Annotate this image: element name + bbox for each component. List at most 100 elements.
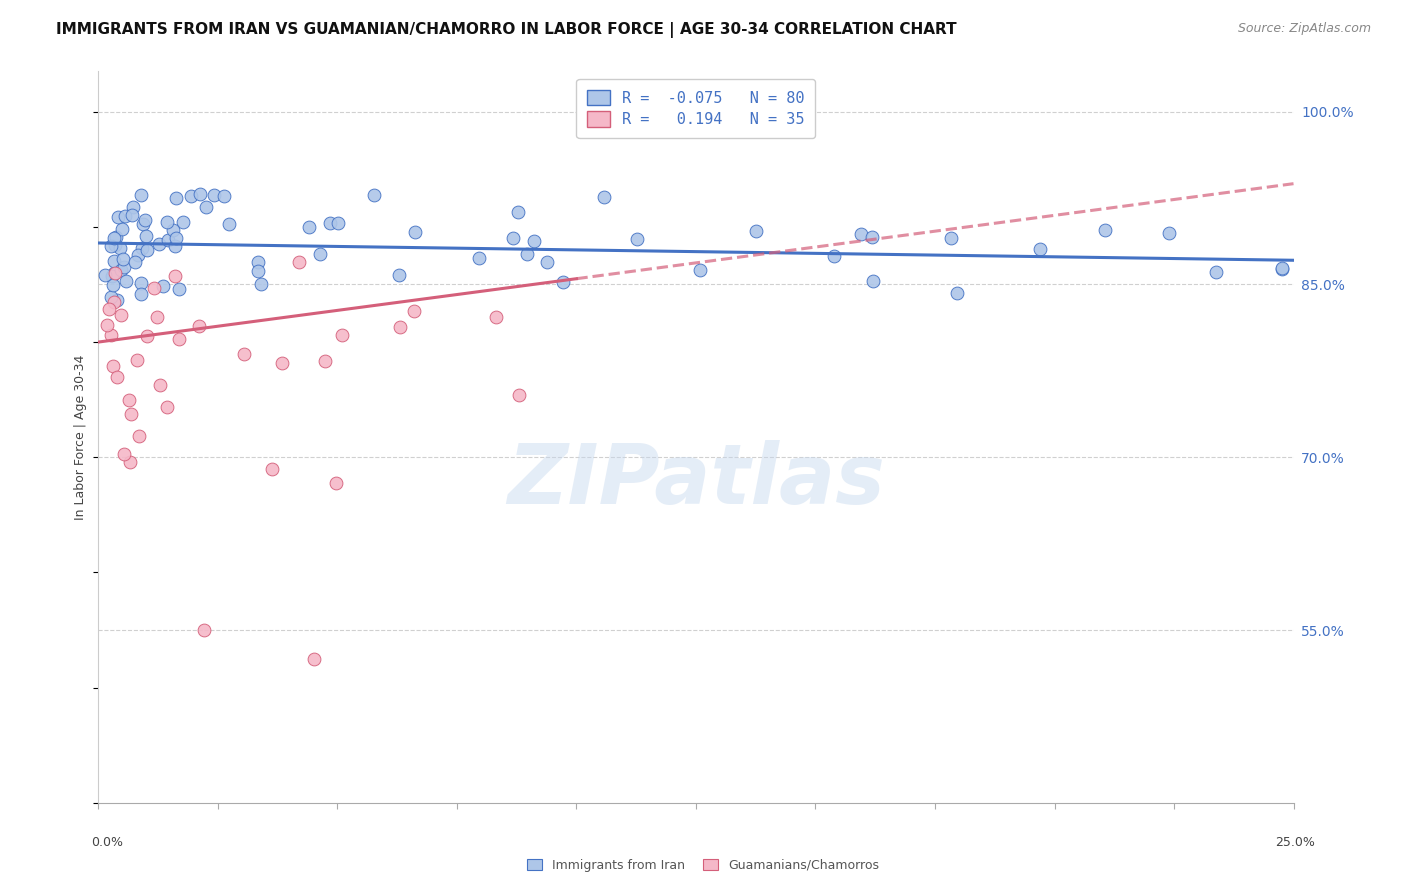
Point [136, 329, 159, 343]
Point [851, 227, 873, 242]
Point [167, 332, 190, 346]
Point [103, 278, 125, 293]
Point [1205, 265, 1227, 279]
Point [96, 318, 118, 333]
Point [110, 262, 132, 277]
Point [172, 215, 194, 229]
Point [107, 210, 129, 224]
Point [100, 268, 122, 283]
Point [332, 328, 354, 343]
Point [506, 204, 529, 219]
Point [132, 217, 155, 231]
Point [536, 255, 558, 269]
Point [114, 274, 136, 288]
Point [404, 225, 426, 239]
Point [523, 235, 546, 249]
Point [103, 295, 125, 310]
Point [326, 216, 349, 230]
Text: Source: ZipAtlas.com: Source: ZipAtlas.com [1237, 22, 1371, 36]
Point [117, 392, 139, 407]
Point [111, 222, 134, 236]
Point [1028, 242, 1050, 256]
Point [146, 310, 169, 324]
Point [302, 652, 325, 666]
Point [142, 281, 165, 295]
Point [318, 216, 340, 230]
Point [202, 187, 225, 202]
Y-axis label: In Labor Force | Age 30-34: In Labor Force | Age 30-34 [73, 354, 87, 520]
Point [148, 236, 170, 251]
Point [118, 455, 141, 469]
Point [271, 356, 294, 370]
Point [195, 200, 218, 214]
Point [232, 346, 254, 360]
Point [1157, 227, 1180, 241]
Text: 0.0%: 0.0% [91, 837, 124, 849]
Point [946, 285, 969, 300]
Point [165, 239, 187, 253]
Point [120, 407, 142, 421]
Point [129, 188, 152, 202]
Point [823, 249, 845, 263]
Point [127, 248, 149, 262]
Point [939, 231, 962, 245]
Point [309, 247, 332, 261]
Legend: R =  -0.075   N = 80, R =   0.194   N = 35: R = -0.075 N = 80, R = 0.194 N = 35 [576, 79, 815, 137]
Point [167, 282, 190, 296]
Point [626, 232, 648, 246]
Point [152, 279, 174, 293]
Legend: Immigrants from Iran, Guamanians/Chamorros: Immigrants from Iran, Guamanians/Chamorr… [522, 854, 884, 877]
Point [114, 209, 136, 223]
Point [1271, 261, 1294, 276]
Point [149, 378, 172, 392]
Point [121, 208, 143, 222]
Point [249, 277, 271, 291]
Point [193, 623, 215, 637]
Point [593, 189, 616, 203]
Point [124, 254, 146, 268]
Point [131, 241, 153, 255]
Point [860, 230, 883, 244]
Point [131, 287, 153, 301]
Point [218, 217, 240, 231]
Point [314, 353, 336, 368]
Point [100, 239, 122, 253]
Point [156, 215, 179, 229]
Text: 25.0%: 25.0% [1275, 837, 1315, 849]
Point [689, 263, 711, 277]
Point [98, 301, 121, 316]
Point [104, 266, 127, 280]
Point [325, 475, 347, 490]
Point [156, 401, 179, 415]
Point [105, 370, 128, 384]
Point [551, 275, 574, 289]
Point [1271, 262, 1294, 277]
Point [508, 387, 530, 401]
Point [103, 359, 125, 374]
Point [188, 319, 211, 334]
Point [862, 274, 884, 288]
Point [162, 222, 184, 236]
Point [744, 223, 766, 237]
Point [136, 243, 159, 257]
Point [180, 188, 202, 202]
Point [110, 241, 132, 255]
Point [288, 255, 311, 269]
Point [165, 192, 187, 206]
Point [485, 310, 508, 325]
Point [188, 186, 211, 201]
Point [93, 268, 115, 282]
Point [125, 353, 148, 368]
Point [103, 231, 125, 245]
Point [112, 447, 135, 461]
Point [135, 229, 157, 244]
Text: ZIPatlas: ZIPatlas [508, 441, 884, 522]
Point [129, 277, 152, 291]
Point [467, 251, 489, 265]
Point [502, 231, 524, 245]
Point [402, 303, 425, 318]
Point [104, 237, 127, 252]
Point [389, 319, 412, 334]
Point [212, 189, 235, 203]
Point [112, 260, 135, 274]
